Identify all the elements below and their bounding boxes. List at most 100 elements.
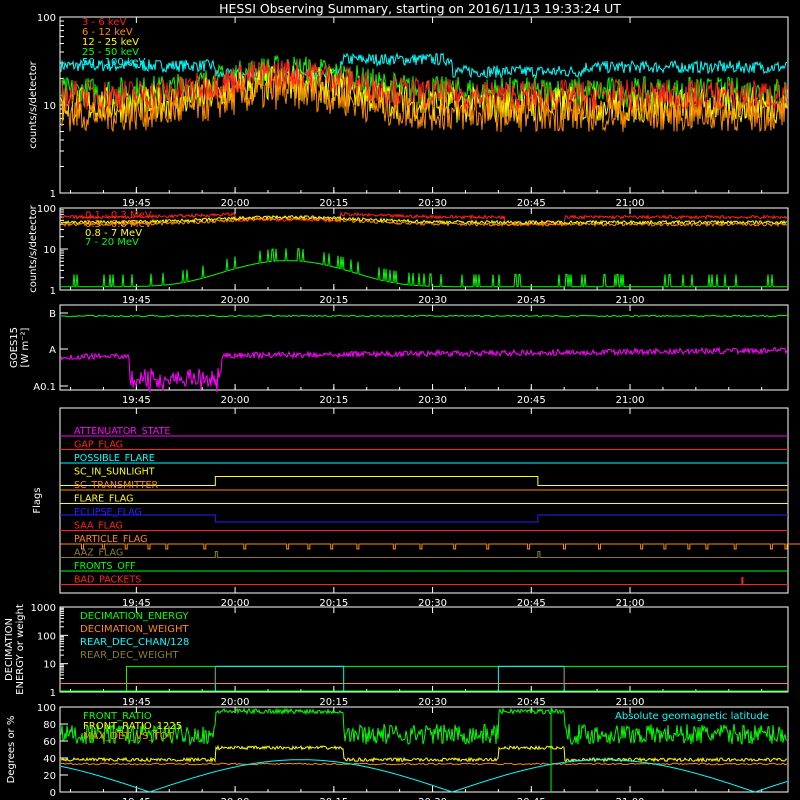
decimation-xtick-label: 20:45 (517, 697, 546, 708)
flag-label-9: AAZ_FLAG (74, 548, 123, 559)
lightcurve-series-0 (60, 58, 788, 111)
flag-label-6: ECLIPSE_FLAG (74, 507, 142, 518)
flag-line-8 (60, 543, 800, 550)
decimation-frame (59, 606, 789, 693)
ratios-ytick-label-0: 0 (50, 788, 56, 799)
flag-line-6 (60, 514, 788, 523)
panel-goes: 19:45 20:00 20:15 20:30 20:45 21:00 B A A0.1 GOES… (9, 304, 789, 406)
high_energy-xtick-label: 20:30 (418, 295, 447, 306)
panels: 19:45 20:00 20:15 20:30 20:45 21:00110100coun… (4, 13, 800, 800)
lightcurves-ytick-label: 10 (43, 101, 56, 112)
decimation-xtick-label: 21:00 (616, 697, 645, 708)
high_energy-xtick-label: 19:45 (122, 295, 151, 306)
goes-ylabel-units: [W m⁻²] (20, 327, 31, 367)
decimation-ylabel2: ENERGY or weight (15, 604, 26, 695)
max-det-vs-tot-series (60, 762, 788, 766)
ratios-ytick-label-3: 60 (43, 737, 56, 748)
panel-ratios: 19:45 20:00 20:15 20:30 20:45 21:00 0 20 40 60 80 1… (6, 703, 789, 800)
flags-xtick-label: 20:15 (319, 598, 348, 609)
decimation-legend-1: DECIMATION_WEIGHT (80, 624, 189, 635)
ratios-xtick-label: 20:00 (221, 797, 250, 800)
goes-xtick-label: 20:30 (418, 395, 447, 406)
ratios-xtick-label: 20:45 (517, 797, 546, 800)
lightcurves-ytick-label: 100 (37, 13, 56, 24)
lightcurve-legend-2: 12 - 25 keV (82, 37, 139, 48)
high-energy-legend-0: 0.1 - 0.3 MeV (85, 210, 152, 221)
flag-label-1: GAP_FLAG (74, 440, 123, 451)
high_energy-xtick-label: 20:45 (517, 295, 546, 306)
flag-label-7: SAA_FLAG (74, 521, 123, 532)
decimation-ytick-label: 1000 (31, 603, 56, 614)
goes-ytick-label-2: A0.1 (33, 382, 56, 393)
goes-frame (59, 304, 789, 391)
flag-label-5: FLARE_FLAG (74, 494, 134, 505)
ratios-ytick-label-2: 40 (43, 754, 56, 765)
ratios-ytick-label-4: 80 (43, 720, 56, 731)
rear-dec-weight-series (214, 666, 565, 684)
goes-xtick-label: 20:15 (319, 395, 348, 406)
goes-ylabel: GOES15 (9, 327, 20, 368)
panel-decimation: 19:45 20:00 20:15 20:30 20:45 21:00 1 10 100 1000… (4, 603, 789, 708)
panel-high_energy: 19:45 20:00 20:15 20:30 20:45 21:00 1 10 100coun… (28, 204, 789, 306)
high-energy-series-3 (61, 248, 787, 288)
ratios-legend-0: FRONT_RATIO (83, 711, 152, 722)
ratios-ytick-label-1: 20 (43, 771, 56, 782)
ratios-xtick-label: 20:15 (319, 797, 348, 800)
chart-title: HESSI Observing Summary, starting on 201… (219, 1, 621, 16)
high-energy-series-1 (60, 216, 788, 228)
flag-label-3: SC_IN_SUNLIGHT (74, 467, 155, 478)
decimation-xtick-label: 20:15 (319, 697, 348, 708)
ratios-legend-1: FRONT_RATIO_1225 (83, 721, 182, 732)
lightcurves-xtick-label: 20:30 (418, 198, 447, 209)
flags-ylabel: Flags (32, 487, 43, 513)
flag-label-4: SC_TRANSMITTER (74, 480, 159, 491)
ratios-xtick-label: 21:00 (616, 797, 645, 800)
high_energy-xtick-label: 21:00 (616, 295, 645, 306)
panel-flags: 19:45 20:00 20:15 20:30 20:45 21:00 Flags ATTEN… (32, 407, 800, 609)
decimation-legend-3: REAR_DEC_WEIGHT (80, 650, 179, 661)
decimation-legend-2: REAR_DEC_CHAN/128 (80, 637, 189, 648)
lightcurve-legend-3: 25 - 50 keV (82, 47, 139, 58)
flag-label-2: POSSIBLE_FLARE (74, 453, 155, 464)
lightcurves-xtick-label: 20:00 (221, 198, 250, 209)
high-energy-ylabel: counts/s/detector (28, 204, 39, 292)
high_energy-ytick-label: 1 (50, 286, 56, 297)
ratios-ylabel: Degrees or % (6, 716, 17, 784)
decimation-legend-0: DECIMATION_ENERGY (80, 611, 189, 622)
flag-line-9 (60, 551, 788, 558)
high_energy-ytick-label: 100 (37, 204, 56, 215)
lightcurves-xtick-label: 19:45 (122, 198, 151, 209)
flag-label-10: FRONTS_OFF (74, 561, 136, 572)
goes-short-series (60, 346, 788, 394)
decimation-ytick-label: 1 (50, 688, 56, 699)
decimation-energy-step (125, 665, 788, 691)
ratios-xtick-label: 19:45 (122, 797, 151, 800)
front-ratio-series (60, 706, 788, 747)
flag-label-8: PARTICLE_FLAG (74, 534, 147, 545)
geomagnetic-latitude-series (60, 759, 788, 793)
high_energy-xtick-label: 20:00 (221, 295, 250, 306)
lightcurves-xtick-label: 20:15 (319, 198, 348, 209)
goes-xtick-label: 21:00 (616, 395, 645, 406)
ratios-legend-2: MAX_DET_VS_TOT (83, 731, 175, 742)
flags-xtick-label: 20:30 (418, 598, 447, 609)
panel-lightcurves: 19:45 20:00 20:15 20:30 20:45 21:00 1 10 100 coun… (28, 13, 789, 209)
high_energy-xtick-label: 20:15 (319, 295, 348, 306)
lightcurves-ylabel: counts/s/detector (28, 60, 39, 148)
decimation-xtick-label: 20:00 (221, 697, 250, 708)
flag-label-0: ATTENUATOR_STATE (74, 426, 170, 437)
decimation-ytick-label: 10 (43, 660, 56, 671)
goes-xtick-label: 19:45 (122, 395, 151, 406)
high-energy-legend-2: 0.8 - 7 MeV (85, 228, 142, 239)
goes-long-series (60, 314, 788, 318)
lightcurve-legend-0: 3 - 6 keV (82, 17, 126, 28)
high_energy-ytick-label: 10 (43, 245, 56, 256)
goes-xtick-label: 20:00 (221, 395, 250, 406)
decimation-ytick-label: 100 (37, 631, 56, 642)
lightcurves-xtick-label: 21:00 (616, 198, 645, 209)
ratios-frame (59, 706, 789, 793)
flag-label-11: BAD_PACKETS (74, 575, 141, 586)
flag-line-11 (60, 577, 788, 585)
goes-ytick-label-1: A (49, 345, 56, 356)
